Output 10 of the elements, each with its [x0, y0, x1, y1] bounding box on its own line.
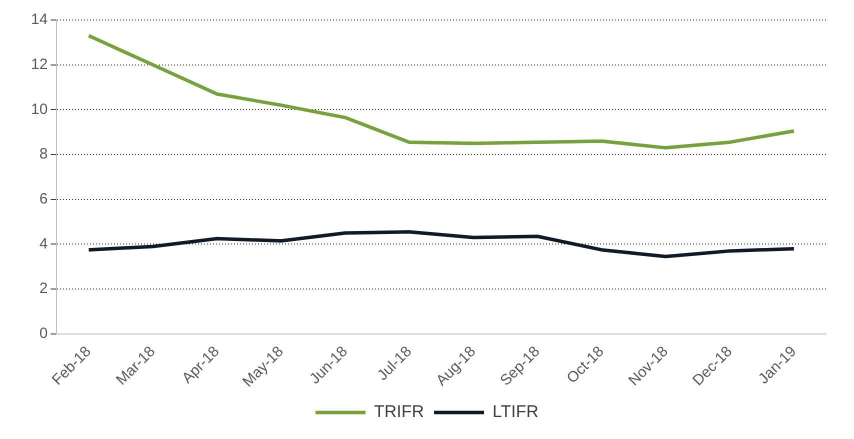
- y-tick-label: 6: [39, 190, 48, 208]
- legend-label: TRIFR: [374, 402, 424, 422]
- y-tick-label: 4: [39, 235, 48, 252]
- y-tick-label: 0: [39, 325, 48, 342]
- y-tick-label: 10: [30, 100, 48, 118]
- y-tick-label: 12: [30, 56, 48, 73]
- y-tick-label: 8: [39, 146, 48, 163]
- y-tick-label: 14: [30, 11, 48, 28]
- y-tick-label: 2: [39, 280, 48, 298]
- legend-label: LTIFR: [492, 402, 539, 422]
